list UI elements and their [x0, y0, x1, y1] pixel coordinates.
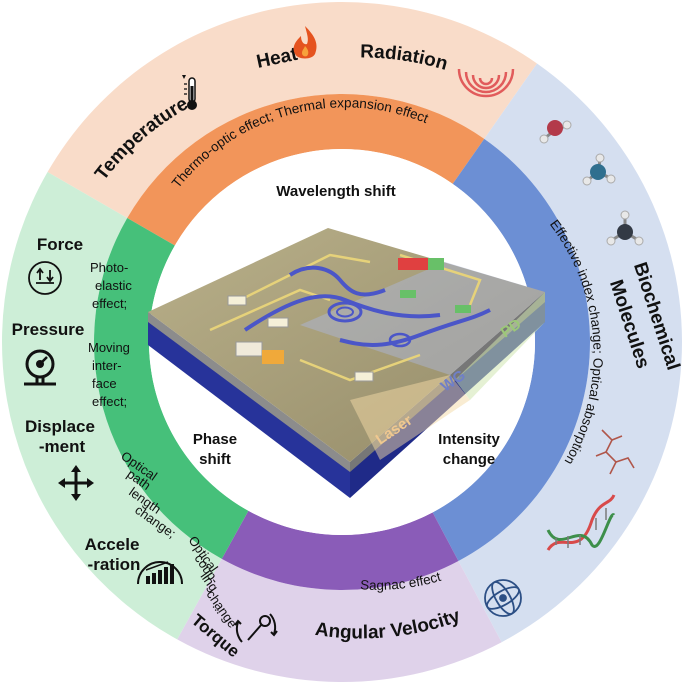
- thermometer-icon: [182, 75, 197, 110]
- photodetector-component: [398, 258, 428, 270]
- force-label: Force: [37, 235, 83, 254]
- displacement-label-line2: -ment: [39, 437, 86, 456]
- pressure-gauge-icon: [24, 349, 56, 386]
- molecule-icon: [582, 153, 616, 186]
- pressure-label: Pressure: [12, 320, 85, 339]
- mechanical-mechanism-word: face: [92, 376, 117, 391]
- waveguide: [288, 265, 386, 297]
- wavelength-shift-label: Wavelength shift: [276, 183, 395, 200]
- inner-ring: [94, 94, 590, 590]
- chip-component: [267, 317, 289, 328]
- molecule-icon: [539, 120, 572, 144]
- force-icon: [28, 261, 62, 295]
- peptide-chain-icon: [595, 429, 635, 475]
- chip-component: [227, 295, 247, 306]
- flame-icon: [293, 26, 317, 59]
- ring-resonator: [388, 332, 412, 348]
- intensity-change-label-line1: Intensity: [438, 431, 500, 448]
- waveguide: [243, 294, 441, 332]
- intensity-change-label-line2: change: [443, 451, 496, 468]
- dna-icon: [546, 494, 616, 551]
- mechanical-mechanism-word: Photo-: [90, 260, 128, 275]
- angular-inner-segment: [221, 510, 459, 590]
- mechanical-mechanism-word: inter-: [92, 358, 122, 373]
- gyroscope-icon: [484, 579, 522, 617]
- laser-component: [262, 350, 284, 364]
- mechanical-mechanism-word: Moving: [88, 340, 130, 355]
- phase-shift-label-line1: Phase: [193, 431, 237, 448]
- molecule-icon: [606, 210, 644, 246]
- waveguide: [339, 308, 491, 347]
- metal-trace: [299, 353, 421, 382]
- mechanical-inner-segment: [94, 218, 249, 559]
- chip-component: [400, 290, 416, 298]
- metal-trace: [239, 253, 371, 302]
- chip-layer-left: [148, 312, 350, 472]
- thermal-outer-segment: [47, 1, 538, 218]
- biochemical-inner-segment: [432, 138, 590, 561]
- chip-component: [354, 371, 374, 382]
- photonic-chip: Laser WG PD: [148, 228, 545, 498]
- displacement-label-line1: Displace: [25, 417, 95, 436]
- mechanical-mechanism-word: effect;: [92, 296, 127, 311]
- wrench-rotation-icon: [234, 613, 278, 643]
- chip-component: [455, 305, 471, 313]
- ring-resonator: [327, 301, 363, 323]
- radiation-waves-icon: [457, 68, 515, 98]
- laser-component: [235, 341, 263, 357]
- four-way-arrow-icon: [58, 465, 94, 501]
- mechanical-mechanism-word: elastic: [95, 278, 132, 293]
- biochemical-outer-segment: [458, 63, 683, 643]
- ring-resonator: [336, 306, 354, 318]
- phase-shift-label-line2: shift: [199, 451, 231, 468]
- acceleration-label-line2: -ration: [88, 555, 141, 574]
- chip-top-surface: [148, 228, 545, 462]
- photodetector-component: [428, 258, 444, 270]
- angular-outer-segment: [177, 558, 502, 682]
- thermal-inner-segment: [127, 94, 485, 246]
- mechanical-mechanism-word: effect;: [92, 394, 127, 409]
- pd-zone: [455, 292, 545, 400]
- wg-zone: [300, 262, 545, 375]
- chip-substrate-left: [148, 318, 350, 498]
- accelerometer-icon: [137, 561, 183, 585]
- laser-zone: [350, 375, 470, 460]
- acceleration-label-line1: Accele: [85, 535, 140, 554]
